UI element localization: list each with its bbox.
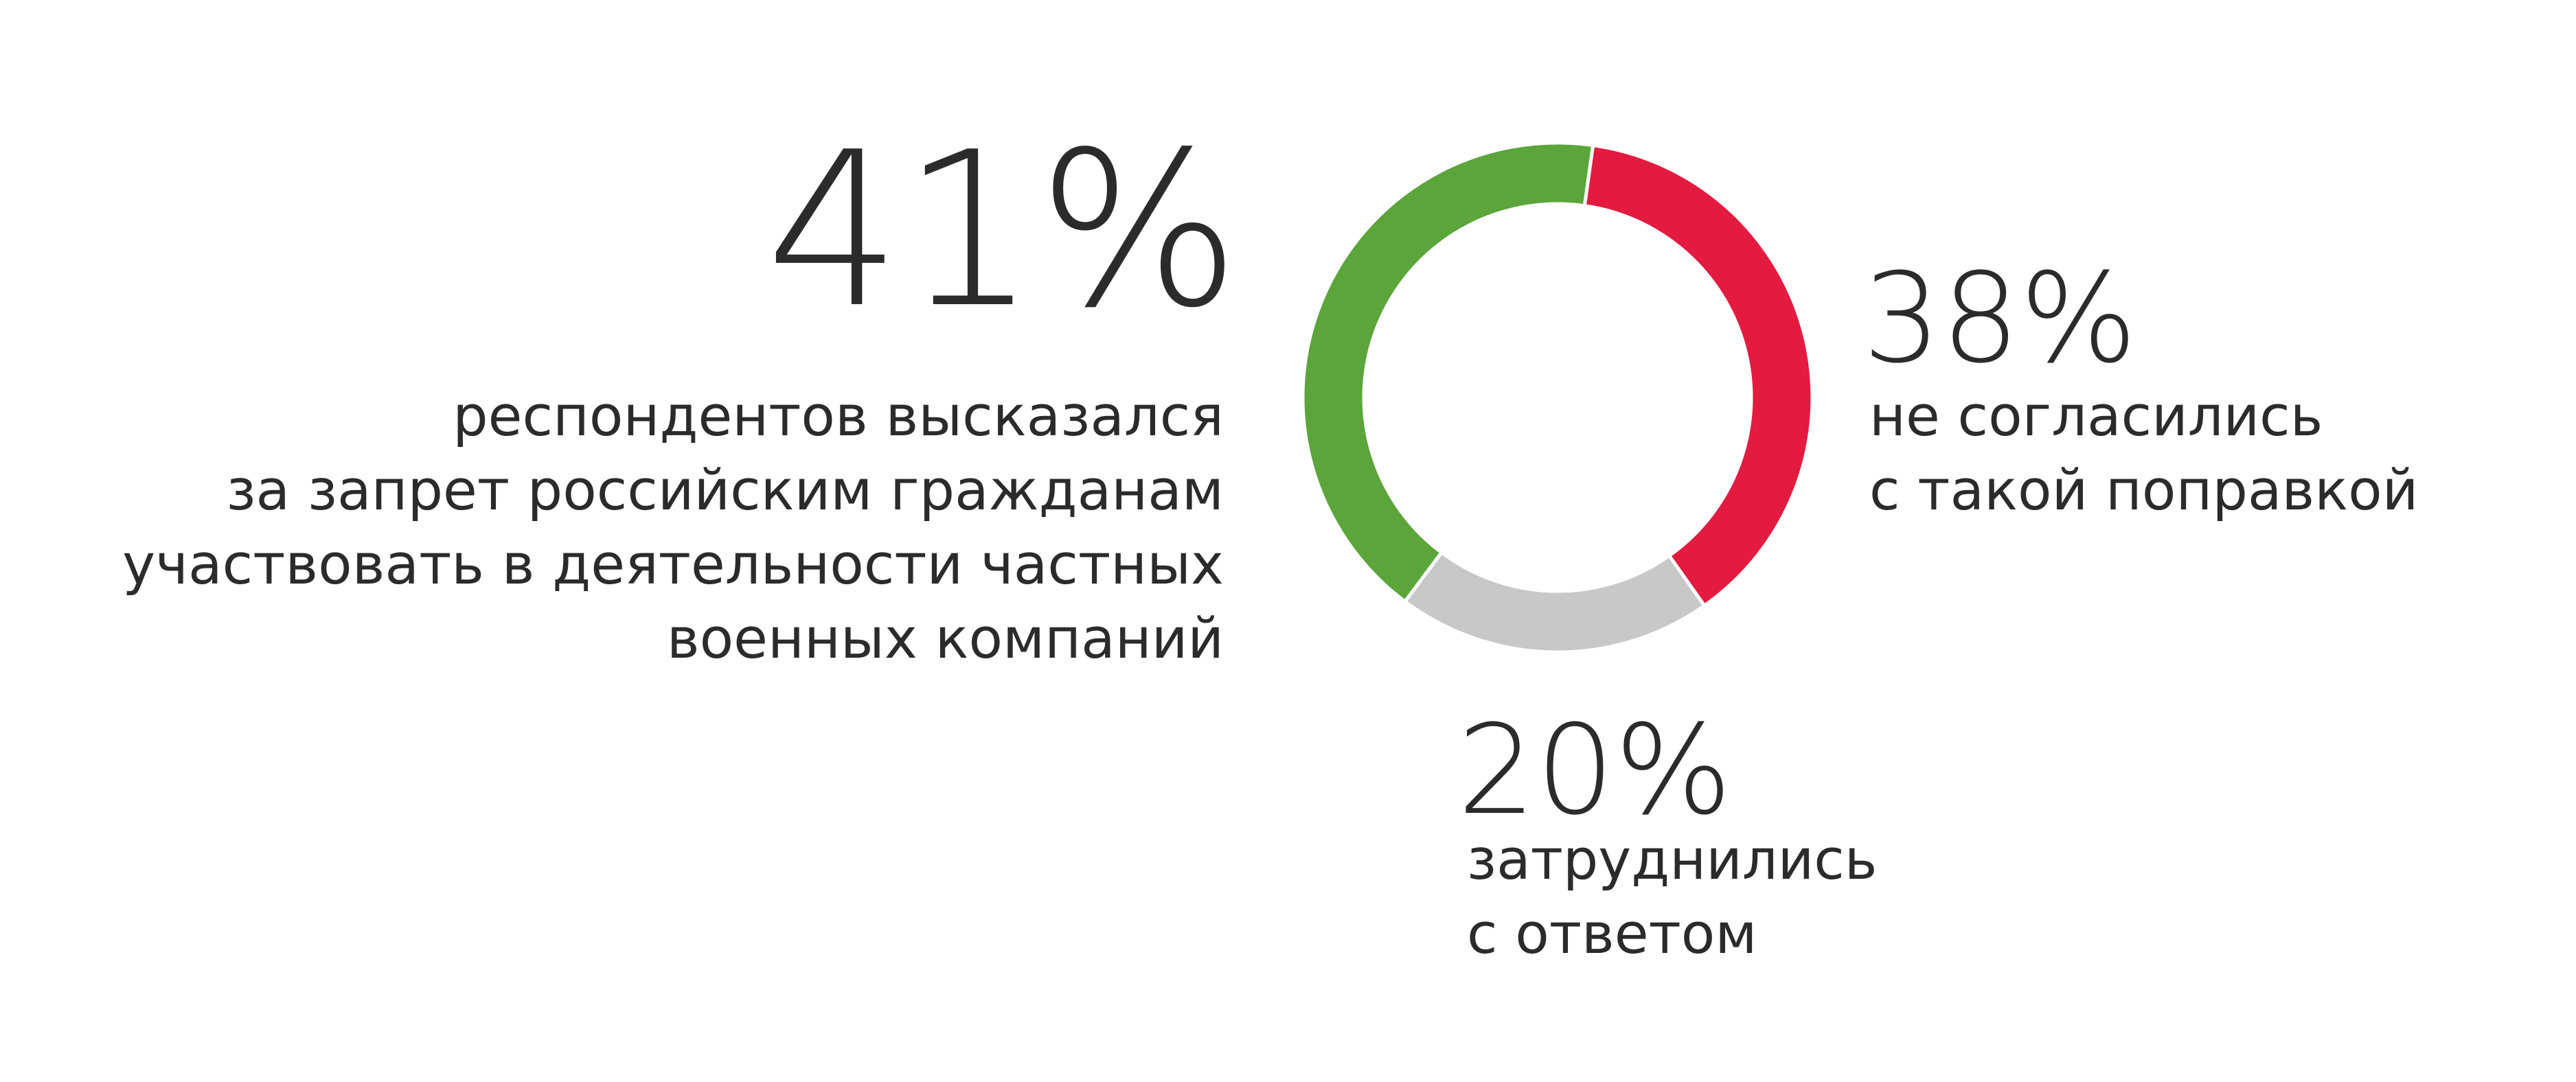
description-line: за запрет российским гражданам bbox=[226, 459, 1224, 523]
donut-slice bbox=[1301, 141, 1595, 604]
description-line: не согласились bbox=[1869, 384, 2323, 449]
donut-slice bbox=[1582, 143, 1814, 608]
description-line: с такой поправкой bbox=[1869, 459, 2418, 523]
description-line: затруднились bbox=[1467, 828, 1878, 893]
description-line: респондентов высказался bbox=[453, 384, 1224, 449]
description-line: участвовать в деятельности частных bbox=[122, 533, 1224, 597]
value-label: 38% bbox=[1862, 247, 2137, 391]
description-line: военных компаний bbox=[667, 607, 1224, 671]
donut-slice bbox=[1402, 550, 1707, 654]
value-label: 41% bbox=[766, 106, 1240, 355]
description-line: с ответом bbox=[1467, 902, 1757, 967]
value-label: 20% bbox=[1457, 699, 1732, 842]
